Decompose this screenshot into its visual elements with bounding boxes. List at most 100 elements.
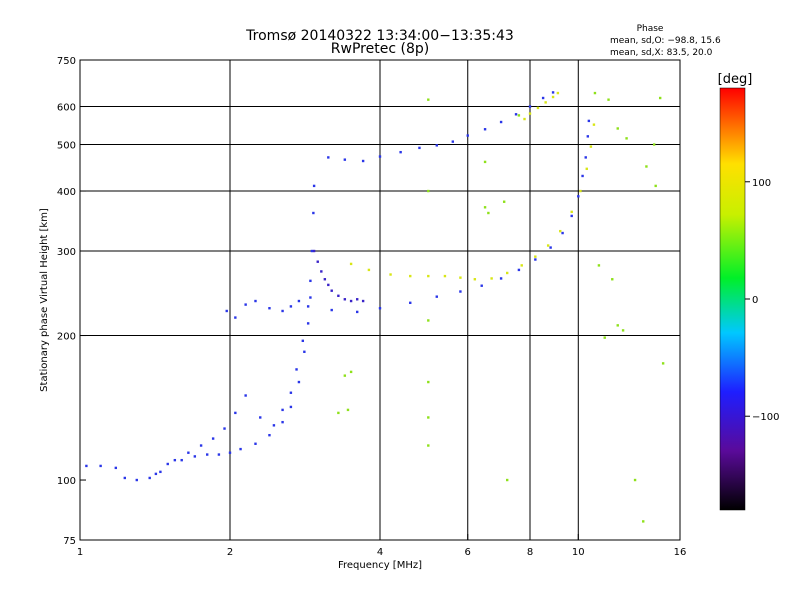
echo-point [597,264,601,267]
echo-point [505,478,509,482]
colorbar-tick-label: 0 [752,295,758,306]
echo-point [330,289,333,292]
echo-point [378,307,382,310]
echo-point [389,273,392,276]
echo-point [473,278,477,281]
phase-info-x: mean, sd,X: 83.5, 20.0 [610,48,713,58]
echo-point [289,405,293,409]
echo-point [528,105,532,108]
echo-point [268,433,271,437]
y-tick-label: 400 [57,187,76,198]
echo-point [312,184,316,188]
echo-point [577,195,580,198]
x-axis-ticks: 1 2 4 6 8 10 16 [77,534,687,558]
echo-points [85,91,665,523]
echo-point [625,137,628,140]
echo-point [541,96,545,100]
echo-point [205,453,209,456]
echo-point [587,119,591,123]
echo-point [187,451,190,454]
echo-point [611,278,614,281]
colorbar-tick-label: −100 [752,412,779,423]
y-tick-label: 500 [57,141,76,152]
echo-point [268,307,271,310]
echo-point [343,158,347,161]
echo-point [349,299,353,303]
echo-point [480,284,483,287]
echo-point [254,299,257,303]
colorbar [719,87,746,511]
echo-point [114,466,118,470]
echo-point [399,150,402,154]
echo-point [579,189,582,193]
echo-point [323,278,327,281]
echo-point [546,244,550,247]
echo-point [337,411,340,415]
echo-point [343,298,347,301]
echo-point [451,140,455,143]
echo-point [499,120,503,124]
echo-point [234,316,237,319]
echo-point [301,339,305,343]
echo-point [367,268,371,272]
echo-point [337,294,340,297]
echo-point [517,268,521,272]
echo-point [616,127,619,130]
echo-point [570,210,573,214]
chart-title: Tromsø 20140322 13:34:00−13:35:43 [245,28,514,44]
echo-point [661,362,665,365]
echo-point [309,279,312,283]
echo-point [343,374,347,377]
echo-point [199,444,203,447]
echo-point [378,155,382,158]
echo-point [559,229,562,233]
echo-point [556,91,560,95]
x-tick-label: 2 [227,547,233,558]
x-tick-label: 1 [77,547,83,558]
echo-point [652,143,656,146]
y-tick-label: 750 [57,56,76,67]
echo-point [435,295,438,298]
echo-point [584,156,587,159]
echo-point [85,464,88,468]
x-tick-label: 16 [674,547,687,558]
colorbar-ticks: 100 0 −100 [745,178,779,423]
echo-point [259,416,262,419]
echo-point [281,309,284,313]
echo-point [528,112,532,115]
echo-point [306,322,310,325]
echo-point [427,189,430,193]
echo-point [427,444,430,447]
echo-point [499,277,503,280]
echo-point [418,146,421,150]
y-axis-ticks: 75 100 200 300 400 500 600 750 [57,56,86,547]
phase-info-o: mean, sd,O: −98.8, 15.6 [610,36,721,46]
echo-point [173,458,177,462]
echo-point [427,319,430,322]
echo-point [330,308,333,312]
echo-point [320,270,323,273]
y-axis-label: Stationary phase Virtual Height [km] [39,208,50,392]
echo-point [443,274,447,278]
x-tick-label: 4 [377,547,383,558]
echo-point [616,324,619,327]
echo-point [295,368,298,371]
echo-point [409,301,412,305]
echo-point [297,380,301,384]
echo-point [166,462,169,466]
echo-point [589,145,593,148]
echo-point [361,299,365,303]
echo-point [355,310,359,314]
echo-point [427,380,430,384]
echo-point [361,159,365,163]
echo-point [244,394,247,397]
echo-point [544,101,547,104]
chart-subtitle: RwPretec (8p) [331,41,429,57]
echo-point [244,303,247,306]
echo-point [99,464,102,468]
echo-point [585,167,588,171]
echo-point [303,350,306,353]
echo-point [459,290,462,293]
echo-point [193,455,197,458]
y-tick-label: 200 [57,332,76,343]
